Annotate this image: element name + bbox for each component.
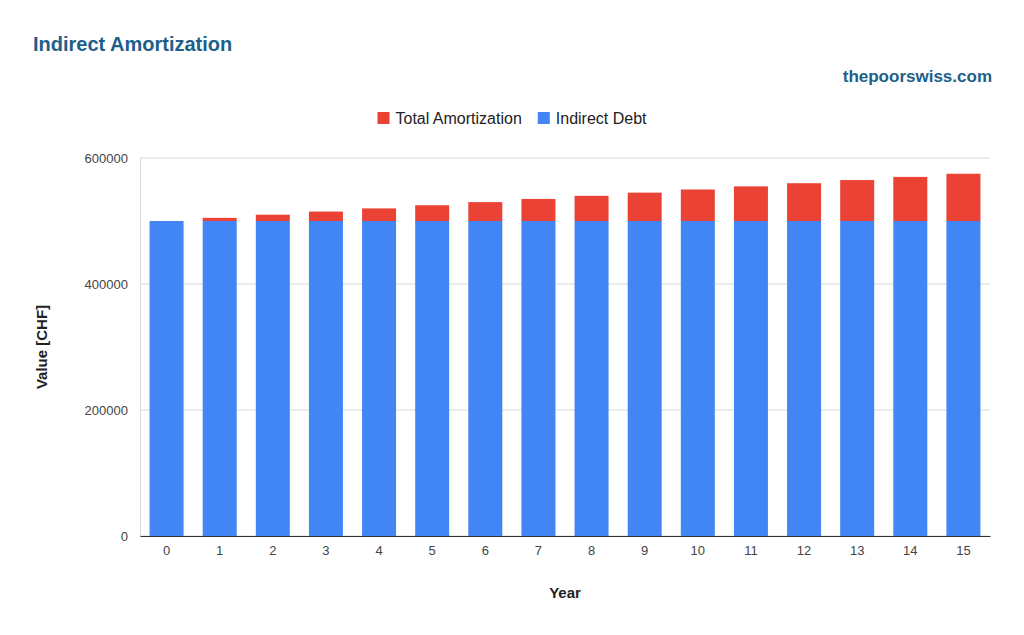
- chart: Indirect Amortizationthepoorswiss.com020…: [0, 0, 1024, 635]
- grid-line: [140, 158, 990, 159]
- bar: [203, 218, 237, 221]
- series: [203, 174, 981, 221]
- x-tick-label: 11: [744, 543, 758, 558]
- bar: [840, 221, 874, 536]
- bar: [575, 196, 609, 221]
- bar: [787, 183, 821, 221]
- y-axis-title: Value [CHF]: [33, 305, 50, 389]
- y-tick-label: 0: [121, 529, 128, 544]
- x-tick-label: 5: [429, 543, 436, 558]
- x-tick: 10: [691, 536, 705, 558]
- x-tick: 5: [429, 536, 436, 558]
- bar: [362, 221, 396, 536]
- bar: [256, 215, 290, 221]
- x-tick: 2: [269, 536, 276, 558]
- legend-swatch: [378, 112, 390, 124]
- bar: [946, 174, 980, 221]
- y-axis-line: [140, 159, 141, 537]
- x-tick-label: 2: [269, 543, 276, 558]
- x-tick-label: 14: [903, 543, 917, 558]
- bar: [628, 221, 662, 536]
- series: [150, 221, 981, 536]
- x-tick: 13: [850, 536, 864, 558]
- y-tick: 200000: [85, 403, 140, 418]
- x-tick-label: 9: [641, 543, 648, 558]
- subtitle: thepoorswiss.com: [843, 67, 992, 86]
- y-tick: 0: [121, 529, 140, 544]
- x-tick-label: 10: [691, 543, 705, 558]
- x-tick: 3: [322, 536, 329, 558]
- bar: [468, 202, 502, 221]
- bars: [150, 174, 981, 536]
- x-tick-label: 1: [216, 543, 223, 558]
- x-tick-label: 13: [850, 543, 864, 558]
- bar: [309, 221, 343, 536]
- x-tick: 11: [744, 536, 758, 558]
- legend-swatch: [538, 112, 550, 124]
- bar: [150, 221, 184, 536]
- bar: [734, 221, 768, 536]
- y-tick-label: 600000: [85, 151, 128, 166]
- bar: [681, 190, 715, 222]
- x-axis-line: [141, 536, 991, 537]
- x-tick-label: 0: [163, 543, 170, 558]
- bar: [309, 212, 343, 221]
- bar: [946, 221, 980, 536]
- bar: [521, 221, 555, 536]
- legend-item: Indirect Debt: [538, 110, 647, 127]
- legend: Total Amortization Indirect Debt: [378, 110, 648, 127]
- bar: [893, 177, 927, 221]
- y-tick: 400000: [85, 277, 140, 292]
- bar: [415, 205, 449, 221]
- bar: [521, 199, 555, 221]
- legend-label: Indirect Debt: [556, 110, 647, 127]
- x-tick-label: 4: [375, 543, 382, 558]
- bar: [787, 221, 821, 536]
- grid: [140, 158, 990, 536]
- x-tick-label: 8: [588, 543, 595, 558]
- bar: [575, 221, 609, 536]
- title: Indirect Amortization: [33, 33, 232, 55]
- bar: [628, 193, 662, 221]
- background: [0, 0, 1024, 635]
- x-tick: 14: [903, 536, 917, 558]
- x-axis-title: Year: [549, 584, 581, 601]
- x-axis: 0123456789101112131415: [141, 536, 991, 558]
- bar: [734, 186, 768, 221]
- x-tick-label: 12: [797, 543, 811, 558]
- bar: [468, 221, 502, 536]
- x-tick-label: 3: [322, 543, 329, 558]
- x-tick: 7: [535, 536, 542, 558]
- x-tick-label: 15: [956, 543, 970, 558]
- bar: [203, 221, 237, 536]
- legend-item: Total Amortization: [378, 110, 522, 127]
- bar: [362, 208, 396, 221]
- y-tick-label: 200000: [85, 403, 128, 418]
- y-tick-label: 400000: [85, 277, 128, 292]
- x-tick-label: 6: [482, 543, 489, 558]
- bar: [681, 221, 715, 536]
- bar: [150, 221, 184, 222]
- bar: [256, 221, 290, 536]
- legend-label: Total Amortization: [396, 110, 522, 127]
- bar: [415, 221, 449, 536]
- bar: [840, 180, 874, 221]
- x-tick-label: 7: [535, 543, 542, 558]
- bar: [893, 221, 927, 536]
- x-tick: 4: [375, 536, 382, 558]
- x-tick: 0: [163, 536, 170, 558]
- x-tick: 6: [482, 536, 489, 558]
- x-tick: 9: [641, 536, 648, 558]
- y-tick: 600000: [85, 151, 140, 166]
- x-tick: 1: [216, 536, 223, 558]
- x-tick: 15: [956, 536, 970, 558]
- x-tick: 12: [797, 536, 811, 558]
- y-axis: 0 200000 400000 600000: [85, 151, 141, 544]
- x-tick: 8: [588, 536, 595, 558]
